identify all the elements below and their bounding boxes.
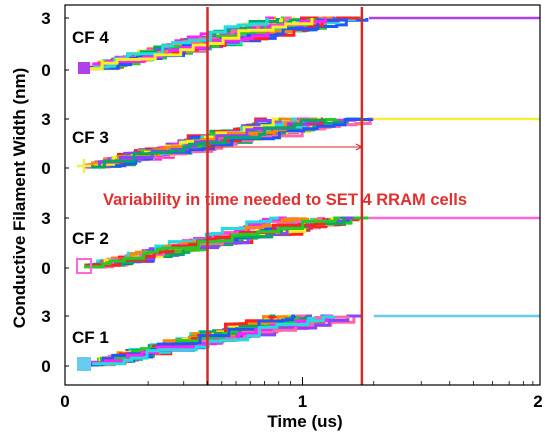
y-tick-label: 0 (41, 259, 50, 278)
y-tick-label: 3 (41, 307, 50, 326)
y-tick-label: 3 (41, 209, 50, 228)
panel-label-cf2: CF 2 (72, 229, 109, 248)
cf3-trace-25 (85, 119, 320, 169)
cf1-start-marker (77, 357, 91, 371)
vertical-markers (206, 7, 364, 385)
x-axis-title: Time (us) (267, 412, 342, 431)
variability-annotation: Variability in time needed to SET 4 RRAM… (103, 191, 467, 209)
panel-label-cf1: CF 1 (72, 328, 109, 347)
x-tick-label: 1 (298, 392, 307, 411)
cf2-start-marker (76, 258, 92, 274)
arrow-head-right (355, 143, 363, 151)
cf1-trace-26 (92, 315, 336, 366)
y-tick-label: 3 (41, 110, 50, 129)
axes-frame: 0 1 2 (60, 4, 543, 411)
y-axis-title: Conductive Filament Width (nm) (10, 68, 29, 329)
x-tick-label: 0 (60, 392, 69, 411)
y-tick-label: 0 (41, 357, 50, 376)
panel-2: CF 3 0 3 (41, 110, 540, 178)
y-tick-label: 3 (41, 9, 50, 28)
x-tick-label: 2 (533, 392, 542, 411)
arrow-head-left (206, 143, 214, 151)
cf4-trace-26 (87, 18, 314, 71)
cf3-trace-26 (91, 118, 326, 169)
panel-1: CF 4 0 3 (41, 9, 540, 80)
panels: CF 4 0 3 CF 3 0 3 CF 2 0 3 CF 1 0 3 (41, 9, 540, 376)
y-tick-label: 0 (41, 61, 50, 80)
cf2-trace-26 (84, 216, 341, 269)
cf4-start-marker (78, 62, 90, 74)
panel-label-cf3: CF 3 (72, 128, 109, 147)
panel-3: CF 2 0 3 (41, 209, 540, 278)
cf1-trace-24 (87, 314, 296, 367)
cf3-start-marker (77, 159, 91, 173)
panel-4: CF 1 0 3 (41, 307, 540, 376)
y-tick-label: 0 (41, 159, 50, 178)
panel-label-cf4: CF 4 (72, 28, 109, 47)
